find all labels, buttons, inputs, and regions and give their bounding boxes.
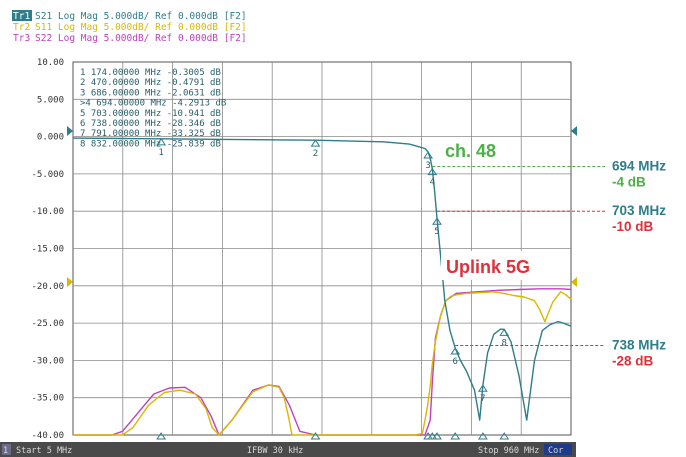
ifbw: IFBW 30 kHz [247,446,303,456]
marker-number: 4 [430,178,435,188]
y-tick-label: 5.000 [37,95,64,105]
annotation-freq-label: 694 MHz [612,158,666,173]
marker-table-row: 1 174.00000 MHz -0.3005 dB [80,68,221,78]
marker-number: 1 [158,148,163,158]
tr3-header: S22 Log Mag 5.000dB/ Ref 0.000dB [F2] [35,33,247,44]
trace-header: Tr1 S21 Log Mag 5.000dB/ Ref 0.000dB [F2… [12,10,247,44]
start-freq: Start 5 MHz [16,446,72,456]
status-bar: 1 Start 5 MHz IFBW 30 kHz Stop 960 MHz C… [0,442,576,457]
marker-table-row: 2 470.00000 MHz -0.4791 dB [80,78,221,88]
marker-number: 2 [313,149,318,159]
y-tick-label: -5.000 [31,170,64,180]
annotation-ch48: ch. 48 [445,141,496,161]
marker-number: 6 [453,357,458,367]
annotation-db-label: -28 dB [612,353,654,368]
marker-number: 3 [425,161,430,171]
y-tick-label: -15.00 [31,245,64,255]
marker-number: 7 [480,394,485,404]
channel-number: 1 [3,446,8,456]
marker-number: 8 [502,338,507,348]
cor-label: Cor [548,446,563,456]
marker-table: 1 174.00000 MHz -0.3005 dB 2 470.00000 M… [80,68,226,149]
annotation-db-label: -10 dB [612,219,654,234]
annotation-freq-label: 703 MHz [612,203,666,218]
y-tick-label: -25.00 [31,319,64,329]
marker-table-row: >4 694.00000 MHz -4.2913 dB [80,99,226,109]
marker-table-row: 8 832.00000 MHz -25.839 dB [80,139,221,149]
y-tick-label: -20.00 [31,282,64,292]
y-tick-label: -10.00 [31,207,64,217]
marker-table-row: 5 703.00000 MHz -10.941 dB [80,109,221,119]
annotation-freq-label: 738 MHz [612,337,666,352]
annotation-uplink-5g: Uplink 5G [446,257,530,277]
tr1-header: S21 Log Mag 5.000dB/ Ref 0.000dB [F2] [35,11,247,22]
stop-freq: Stop 960 MHz [478,446,539,456]
tr1-label: Tr1 [13,11,30,22]
tr2-label: Tr2 [13,22,30,33]
y-tick-label: -40.00 [31,431,64,441]
marker-table-row: 3 686.00000 MHz -2.0631 dB [80,88,221,98]
y-tick-label: -30.00 [31,356,64,366]
tr3-label: Tr3 [13,33,30,44]
y-tick-label: -35.00 [31,394,64,404]
marker-number: 5 [434,227,439,237]
annotation-db-label: -4 dB [612,174,646,189]
marker-table-row: 6 738.00000 MHz -28.346 dB [80,119,221,129]
y-tick-label: 10.00 [37,58,64,68]
y-tick-label: 0.000 [37,133,64,143]
tr2-header: S11 Log Mag 5.000dB/ Ref 0.000dB [F2] [35,22,247,33]
